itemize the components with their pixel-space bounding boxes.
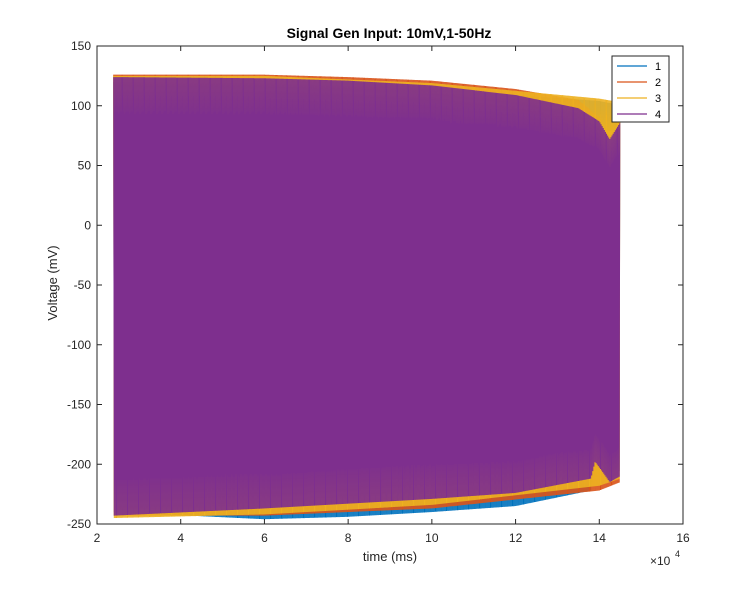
x-tick-label: 2	[94, 531, 101, 545]
y-tick-label: -200	[67, 457, 91, 471]
x-tick-label: 8	[345, 531, 352, 545]
series-layer	[113, 74, 621, 520]
x-axis-label: time (ms)	[363, 549, 417, 564]
y-tick-label: 100	[71, 99, 91, 113]
legend-label-1: 1	[655, 61, 661, 73]
x-exponent-power: 4	[675, 549, 680, 559]
y-tick-label: 0	[84, 218, 91, 232]
y-tick-label: -100	[67, 338, 91, 352]
y-tick-label: -250	[67, 517, 91, 531]
series-line-4	[113, 77, 621, 516]
x-tick-label: 4	[177, 531, 184, 545]
y-tick-label: -50	[74, 278, 92, 292]
x-tick-label: 10	[425, 531, 439, 545]
x-exponent-label: ×10	[650, 554, 671, 568]
legend-box	[611, 55, 670, 123]
y-tick-label: 150	[71, 39, 91, 53]
x-tick-label: 6	[261, 531, 268, 545]
x-tick-label: 12	[509, 531, 523, 545]
y-axis-label: Voltage (mV)	[45, 245, 60, 320]
y-tick-label: 50	[78, 159, 92, 173]
legend-label-4: 4	[655, 109, 661, 121]
legend-label-3: 3	[655, 93, 661, 105]
legend-label-2: 2	[655, 77, 661, 89]
x-tick-label: 16	[676, 531, 690, 545]
y-tick-label: -150	[67, 398, 91, 412]
chart-title: Signal Gen Input: 10mV,1-50Hz	[287, 25, 492, 41]
x-tick-label: 14	[593, 531, 607, 545]
legend[interactable]: 1 2 3 4	[611, 55, 670, 123]
